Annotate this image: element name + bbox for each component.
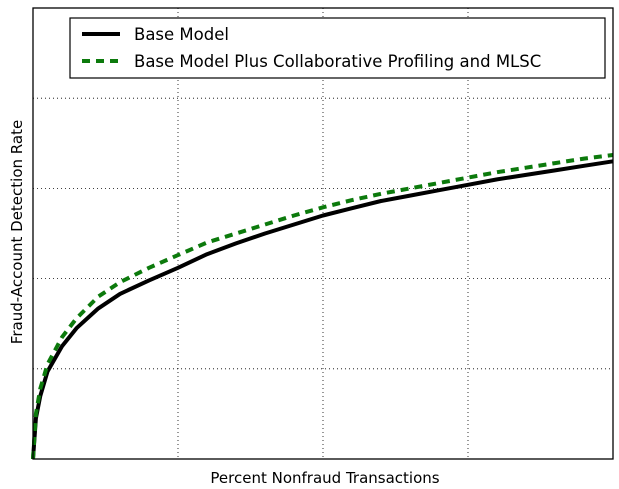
x-axis-label: Percent Nonfraud Transactions xyxy=(210,469,439,487)
y-axis-label: Fraud-Account Detection Rate xyxy=(8,120,26,344)
legend-label-base-model: Base Model xyxy=(134,25,229,44)
series-line-base-model xyxy=(31,159,614,460)
plot-area xyxy=(31,153,614,460)
legend-label-collab-mlsc: Base Model Plus Collaborative Profiling … xyxy=(134,52,541,71)
series-line-collab-mlsc xyxy=(31,153,614,460)
legend: Base Model Base Model Plus Collaborative… xyxy=(69,17,606,79)
legend-box xyxy=(69,17,606,79)
plot-frame xyxy=(32,7,614,460)
